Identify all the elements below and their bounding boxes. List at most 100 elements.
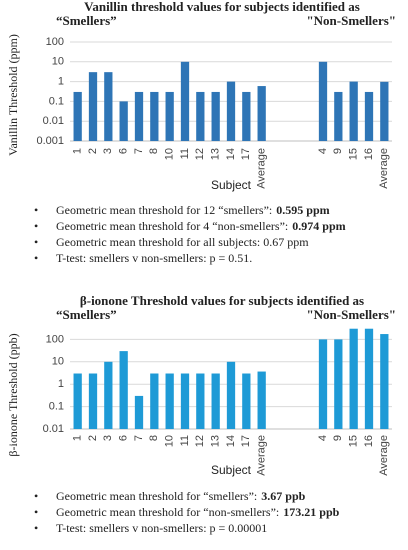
- x-tick-label: 17: [240, 435, 252, 447]
- x-tick-label: 14: [225, 435, 237, 447]
- bullet-text-part: Geometric mean threshold for all subject…: [56, 235, 309, 249]
- bar: [180, 61, 190, 141]
- bar: [318, 61, 328, 141]
- bullet-emphasis: 3.67 ppb: [261, 489, 305, 503]
- chart-title: Vanillin threshold values for subjects i…: [84, 0, 360, 14]
- x-tick-label: 8: [148, 435, 160, 441]
- bar: [257, 371, 266, 429]
- y-tick-label: 0.001: [36, 135, 64, 147]
- x-tick-label: 13: [210, 435, 222, 447]
- y-axis-label: β-ionone Threshold (ppb): [6, 333, 20, 456]
- bar: [257, 86, 266, 141]
- y-tick-label: 0.01: [43, 115, 64, 127]
- chart-title: β-ionone Threshold values for subjects i…: [80, 293, 364, 308]
- x-tick-label: 9: [332, 148, 344, 154]
- x-tick-label: 4: [317, 148, 329, 154]
- bar: [364, 328, 374, 429]
- x-tick-label: 3: [102, 148, 114, 154]
- bar: [104, 361, 113, 429]
- bar: [318, 339, 328, 429]
- bar: [104, 72, 113, 141]
- x-tick-label: Average: [378, 435, 390, 476]
- bar: [88, 373, 98, 429]
- x-axis-label: Subject: [211, 463, 252, 477]
- bar: [165, 373, 174, 429]
- bar: [180, 373, 190, 429]
- bar: [380, 81, 389, 141]
- y-axis-label: Vanillin Threshold (ppm): [6, 34, 20, 156]
- bullet-emphasis: 0.974 ppm: [292, 219, 345, 233]
- bar: [349, 328, 358, 429]
- bullet-text-part: Geometric mean threshold for 12 “smeller…: [56, 203, 272, 217]
- y-tick-label: 1: [58, 76, 64, 88]
- bar: [165, 91, 174, 141]
- bar: [349, 81, 358, 141]
- bullet-text: Geometric mean threshold for all subject…: [56, 235, 309, 249]
- x-tick-label: 7: [133, 435, 145, 441]
- x-tick-label: Average: [256, 148, 268, 189]
- bar: [196, 373, 205, 429]
- bar: [119, 351, 128, 429]
- bullet-text-part: T-test: smellers v non-smellers: p = 0.5…: [56, 251, 252, 265]
- bullet-marker: •: [34, 219, 38, 233]
- x-tick-label: 1: [72, 435, 84, 441]
- bar: [150, 373, 159, 429]
- x-tick-label: 7: [133, 148, 145, 154]
- x-tick-label: 8: [148, 148, 160, 154]
- bullet-text-part: T-test: smellers v non-smellers: p = 0.0…: [56, 521, 267, 535]
- bar: [119, 101, 128, 141]
- bar: [226, 81, 236, 141]
- bullet-text-part: Geometric mean threshold for “smellers”:: [56, 489, 257, 503]
- x-tick-label: Average: [378, 148, 390, 189]
- x-tick-label: 10: [164, 148, 176, 160]
- bullet-marker: •: [34, 251, 38, 265]
- x-tick-label: 6: [118, 435, 130, 441]
- x-tick-label: 13: [210, 148, 222, 160]
- x-tick-label: 15: [348, 435, 360, 447]
- bar: [73, 373, 82, 429]
- group-label: "Non-Smellers": [306, 13, 396, 28]
- bar: [150, 91, 159, 141]
- bar: [334, 91, 343, 141]
- x-tick-label: 14: [225, 148, 237, 160]
- y-tick-label: 1: [58, 378, 64, 390]
- bullet-emphasis: 173.21 ppb: [283, 505, 339, 519]
- x-tick-label: 6: [118, 148, 130, 154]
- x-tick-label: 16: [363, 435, 375, 447]
- x-tick-label: 12: [194, 148, 206, 160]
- x-tick-label: 11: [179, 435, 191, 446]
- x-tick-label: 17: [240, 148, 252, 160]
- bar: [211, 91, 220, 141]
- bullet-text: Geometric mean threshold for “smellers”:…: [56, 489, 306, 503]
- x-tick-label: 9: [332, 435, 344, 441]
- y-tick-label: 100: [46, 333, 64, 345]
- bullet-text: T-test: smellers v non-smellers: p = 0.0…: [56, 521, 267, 535]
- bullet-marker: •: [34, 505, 38, 519]
- bar: [211, 373, 220, 429]
- y-tick-label: 10: [52, 56, 64, 68]
- y-tick-label: 0.1: [49, 401, 64, 413]
- group-label: “Smellers”: [56, 307, 117, 322]
- x-tick-label: 12: [194, 435, 206, 447]
- bar: [88, 72, 98, 141]
- bar: [226, 361, 236, 429]
- bullet-emphasis: 0.595 ppm: [276, 203, 329, 217]
- bar: [380, 334, 389, 429]
- bullet-text-part: Geometric mean threshold for 4 “non-smel…: [56, 219, 288, 233]
- y-tick-label: 100: [46, 36, 64, 48]
- bar: [242, 373, 251, 429]
- bullet-marker: •: [34, 235, 38, 249]
- bar: [196, 91, 205, 141]
- x-tick-label: 15: [348, 148, 360, 160]
- bar: [334, 339, 343, 429]
- bullet-text: Geometric mean threshold for “non-smelle…: [56, 505, 340, 519]
- bullet-text: Geometric mean threshold for 4 “non-smel…: [56, 219, 346, 233]
- bar: [134, 395, 144, 429]
- x-tick-label: 2: [87, 148, 99, 154]
- bullet-marker: •: [34, 489, 38, 503]
- x-tick-label: 3: [102, 435, 114, 441]
- y-tick-label: 10: [52, 356, 64, 368]
- bullet-text: T-test: smellers v non-smellers: p = 0.5…: [56, 251, 252, 265]
- x-tick-label: 4: [317, 435, 329, 441]
